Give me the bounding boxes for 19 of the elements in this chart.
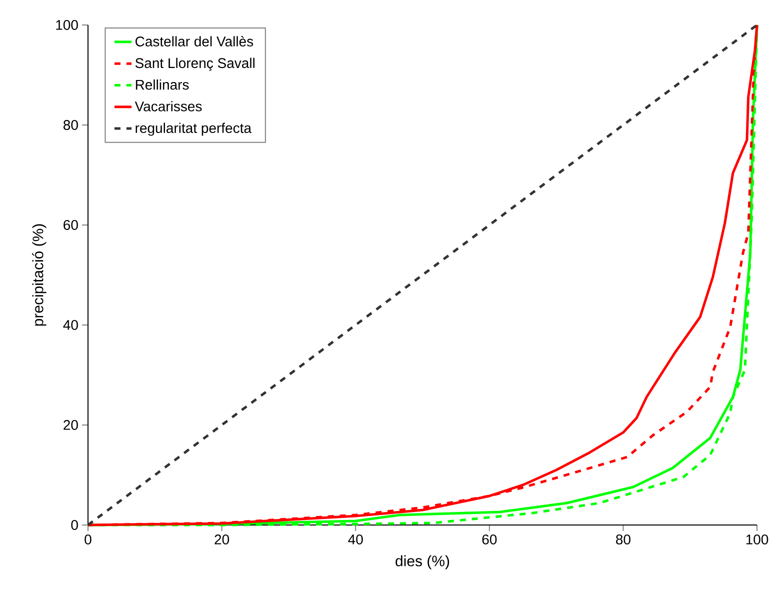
y-tick-label: 60 (64, 220, 78, 230)
legend-label: Castellar del Vallès (136, 36, 254, 46)
y-axis-title: precipitació (%) (32, 224, 46, 326)
legend-label: Sant Llorenç Savall (135, 58, 254, 71)
legend-label: Rellinars (136, 79, 189, 90)
y-tick-label: 100 (56, 20, 78, 30)
y-tick-label: 80 (64, 120, 78, 130)
legend-label: Vacarisses (134, 101, 202, 112)
y-tick-label: 20 (64, 420, 78, 430)
legend-label: regularitat perfecta (136, 122, 252, 136)
x-tick-label: 0 (84, 534, 92, 544)
x-tick-label: 80 (616, 534, 630, 544)
x-tick-label: 20 (214, 534, 230, 544)
y-tick-label: 0 (71, 520, 78, 530)
x-tick-label: 60 (482, 534, 497, 544)
y-tick-label: 40 (63, 320, 78, 330)
x-tick-label: 40 (348, 534, 363, 544)
x-axis-title: dies (%) (396, 555, 450, 570)
x-tick-label: 100 (746, 534, 768, 544)
